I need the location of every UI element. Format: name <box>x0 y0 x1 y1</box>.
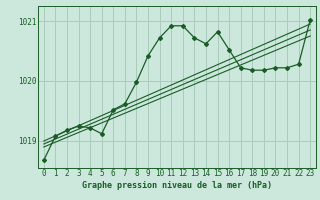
X-axis label: Graphe pression niveau de la mer (hPa): Graphe pression niveau de la mer (hPa) <box>82 181 272 190</box>
